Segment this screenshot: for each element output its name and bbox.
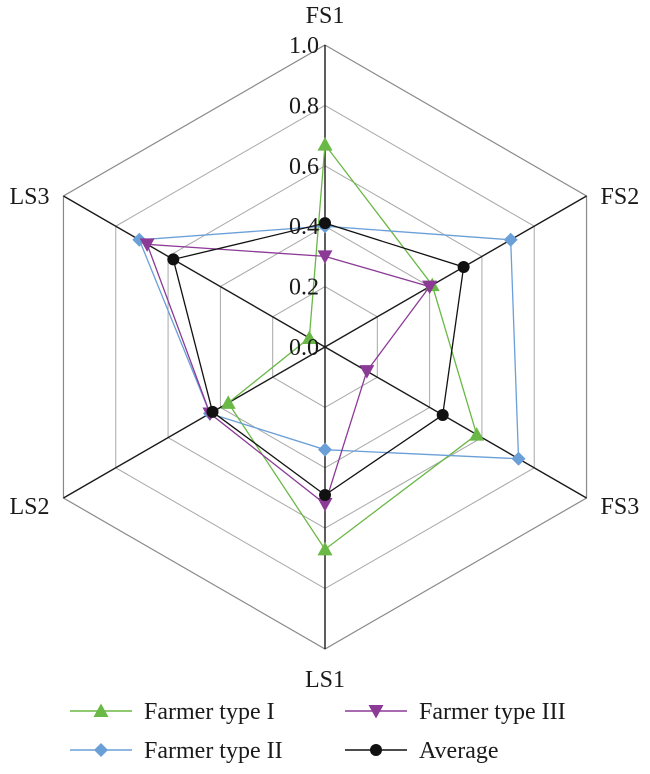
legend-item-farmer-type-iii: Farmer type III [345, 699, 566, 725]
axis-label-ls1: LS1 [305, 667, 345, 693]
point-average-fs1 [319, 217, 331, 230]
legend-item-farmer-type-ii: Farmer type II [70, 738, 283, 764]
series-farmer-type-iii [139, 238, 438, 512]
tick-label: 0.0 [289, 335, 319, 361]
tick-label: 0.6 [289, 154, 319, 180]
tick-label: 1.0 [289, 33, 319, 59]
point-farmer-type-i-fs1 [317, 137, 333, 151]
axis-label-fs1: FS1 [306, 3, 345, 29]
point-farmer-type-iii-fs1 [317, 250, 333, 264]
legend-marker-average [370, 744, 382, 756]
legend: Farmer type I Farmer type II Farmer type I… [70, 699, 566, 764]
point-farmer-type-iii-ls1 [317, 498, 333, 512]
legend-marker-farmer-type-i [93, 703, 109, 717]
point-farmer-type-ii-fs2 [503, 232, 518, 247]
spoke-fs2 [324, 195, 587, 348]
point-farmer-type-ii-fs3 [511, 451, 526, 466]
axis-label-fs3: FS3 [601, 494, 640, 520]
point-farmer-type-i-fs3 [469, 427, 485, 441]
point-farmer-type-i-ls1 [317, 541, 333, 556]
point-farmer-type-iii-ls3 [139, 238, 155, 252]
radar-series [132, 137, 526, 556]
axis-label-ls3: LS3 [9, 184, 49, 210]
tick-label: 0.8 [289, 93, 319, 119]
point-farmer-type-iii-fs2 [422, 280, 438, 295]
point-average-ls1 [319, 488, 331, 501]
legend-label: Farmer type I [144, 699, 275, 725]
point-average-fs2 [457, 260, 470, 273]
series-line-farmer-type-ii [138, 225, 520, 460]
point-farmer-type-i-ls2 [220, 395, 236, 409]
axis-label-ls2: LS2 [9, 494, 49, 520]
point-average-fs3 [436, 408, 449, 421]
legend-item-farmer-type-i: Farmer type I [70, 699, 275, 725]
series-average [167, 217, 470, 501]
axis-label-fs2: FS2 [601, 184, 640, 210]
legend-label: Farmer type III [419, 699, 566, 725]
point-farmer-type-i-ls3 [301, 330, 317, 344]
radar-tick-labels: 0.0 0.2 0.4 0.6 0.8 1.0 [289, 33, 319, 361]
series-farmer-type-i [220, 137, 485, 556]
series-line-farmer-type-i [227, 142, 478, 551]
legend-label: Farmer type II [144, 738, 283, 764]
tick-label: 0.2 [289, 275, 319, 301]
legend-item-average: Average [345, 738, 499, 764]
legend-marker-farmer-type-iii [368, 705, 384, 719]
radar-axis-labels: FS1 FS2 FS3 LS1 LS2 LS3 [9, 3, 639, 693]
legend-label: Average [419, 738, 499, 764]
spoke-ls3 [63, 195, 326, 348]
point-farmer-type-ii-ls1 [318, 442, 332, 457]
point-farmer-type-iii-fs3 [359, 365, 375, 379]
point-average-ls2 [206, 405, 219, 418]
point-average-ls3 [167, 253, 180, 266]
radar-spokes [63, 45, 587, 649]
series-farmer-type-ii [132, 219, 526, 466]
tick-label: 0.4 [289, 214, 319, 240]
spoke-ls2 [63, 346, 326, 499]
legend-marker-farmer-type-ii [94, 743, 108, 757]
